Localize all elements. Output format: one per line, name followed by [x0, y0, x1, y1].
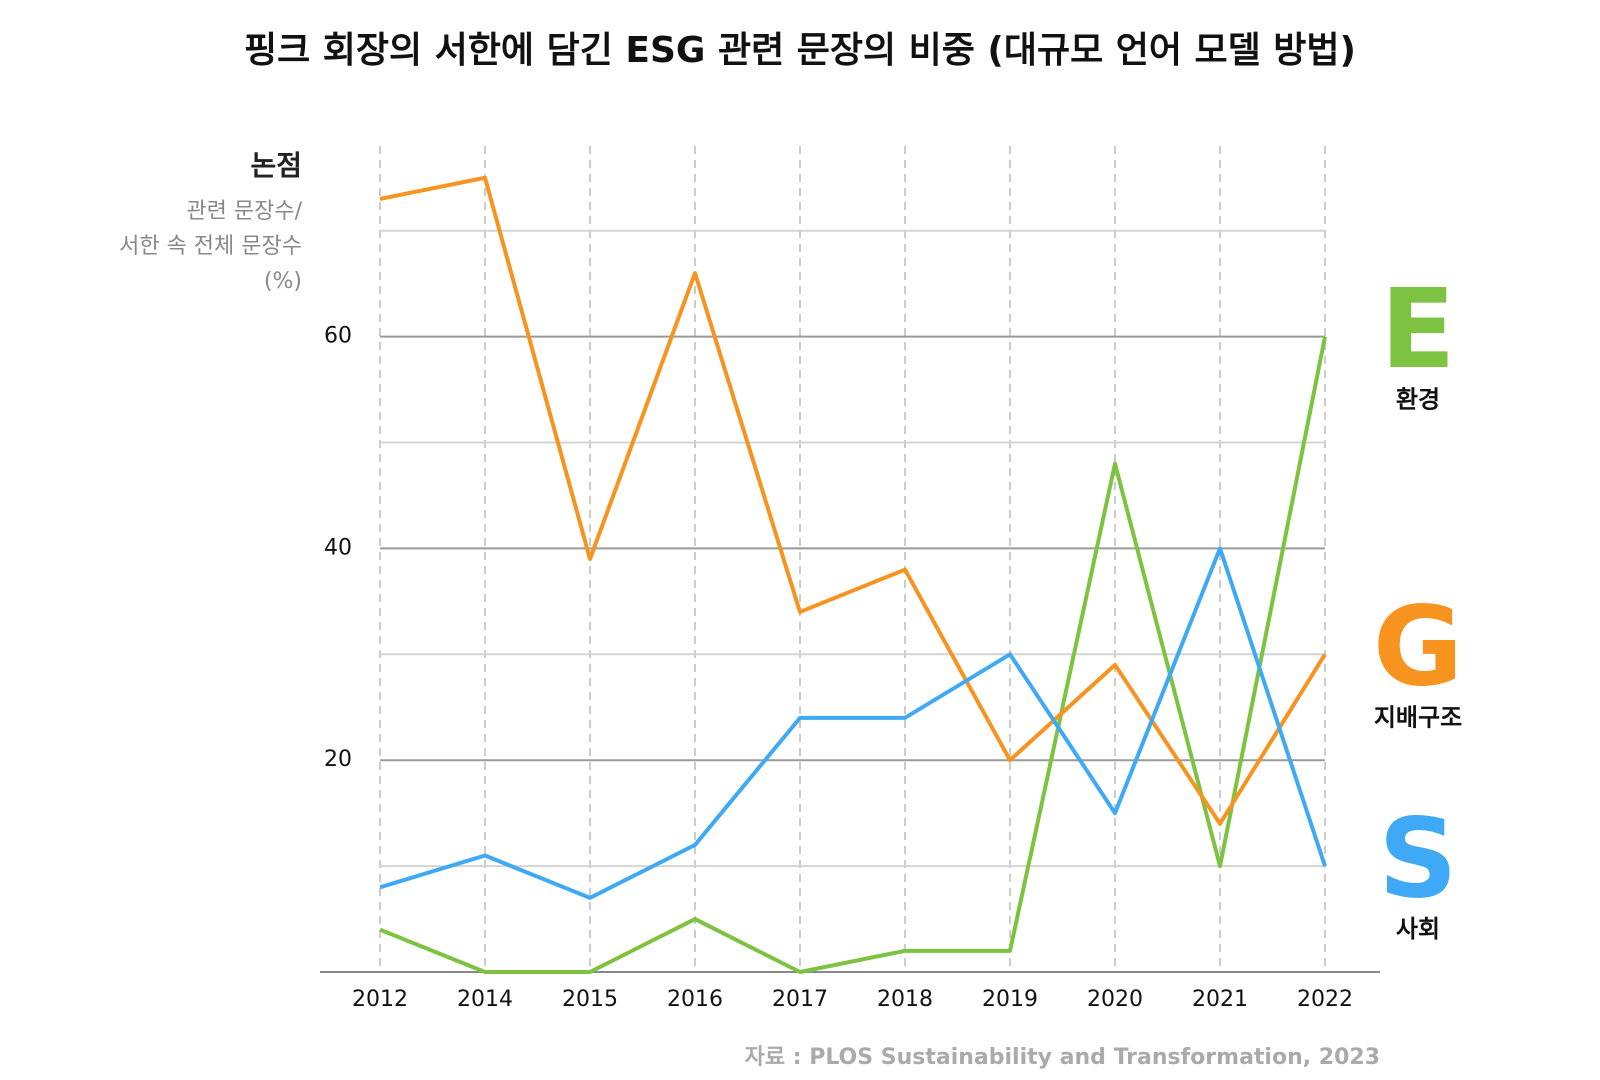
y-tick-label: 40: [324, 535, 352, 560]
y-axis-subtitle: 관련 문장수/: [186, 199, 302, 224]
x-tick-label: 2018: [877, 987, 933, 1012]
x-tick-label: 2016: [667, 987, 723, 1012]
x-tick-label: 2017: [772, 987, 828, 1012]
legend-label: 지배구조: [1374, 703, 1462, 731]
x-tick-label: 2012: [352, 987, 408, 1012]
x-tick-label: 2019: [982, 987, 1038, 1012]
y-axis-title: 논점: [250, 149, 302, 182]
line-series: [379, 175, 1327, 826]
y-axis-subtitle: (%): [264, 269, 302, 294]
legend-letter: G: [1373, 583, 1463, 711]
line-series: [379, 336, 1327, 974]
legend-label: 환경: [1396, 386, 1440, 414]
x-tick-label: 2021: [1192, 987, 1248, 1012]
chart-title: 핑크 회장의 서한에 담긴 ESG 관련 문장의 비중 (대규모 언어 모델 방…: [244, 30, 1356, 71]
legend-letter: S: [1378, 794, 1457, 922]
x-tick-label: 2020: [1087, 987, 1143, 1012]
x-tick-label: 2014: [457, 987, 513, 1012]
y-tick-label: 20: [324, 747, 352, 772]
source-note: 자료 : PLOS Sustainability and Transformat…: [745, 1045, 1380, 1070]
y-tick-label: 60: [324, 324, 352, 349]
x-tick-label: 2015: [562, 987, 618, 1012]
line-series: [379, 546, 1327, 900]
x-tick-label: 2022: [1297, 987, 1353, 1012]
legend-label: 사회: [1396, 915, 1440, 943]
legend-letter: E: [1380, 265, 1455, 393]
y-axis-subtitle: 서한 속 전체 문장수: [119, 234, 302, 259]
